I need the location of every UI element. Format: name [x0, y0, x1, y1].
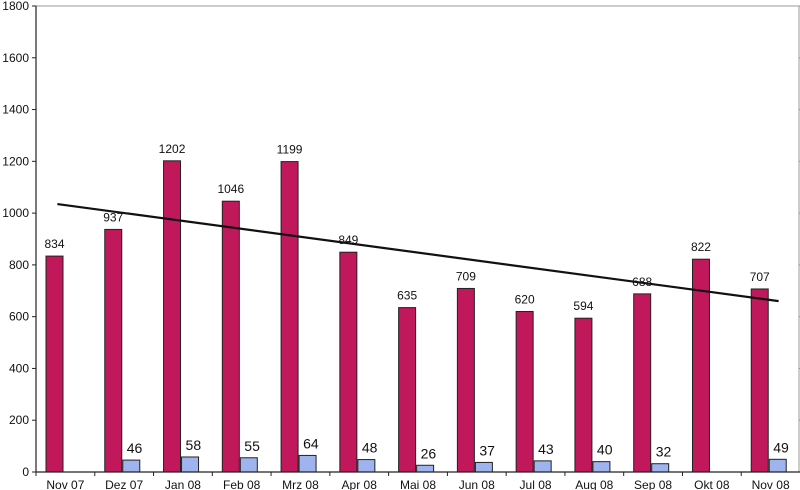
trendline	[57, 202, 779, 303]
bar-series-1	[398, 307, 417, 473]
y-tick-label: 1200	[2, 154, 29, 168]
data-label-series-2: 55	[244, 438, 260, 454]
y-axis: 0 200 400 600 800 1000 1200 1400 1600 1800	[2, 0, 37, 479]
data-label-series-2: 32	[656, 444, 672, 460]
data-label-series-1: 822	[691, 240, 711, 254]
x-tick-label: Jul 08	[520, 478, 552, 490]
trendline-line	[57, 202, 779, 303]
bar-series-1	[280, 161, 299, 473]
bar-series-2	[474, 461, 493, 473]
y-tick-label: 400	[9, 361, 29, 375]
data-label-series-2: 26	[421, 445, 437, 461]
bar-series-1	[750, 288, 769, 473]
x-tick-label: Mai 08	[400, 478, 436, 490]
bar-series-1	[633, 293, 652, 473]
x-tick-label: Jan 08	[165, 478, 201, 490]
x-tick-label: Feb 08	[223, 478, 261, 490]
data-label-series-1: 707	[750, 270, 770, 284]
bar-series-1	[574, 317, 593, 473]
x-tick-label: Dez 07	[105, 478, 143, 490]
bar-series-1	[339, 251, 358, 473]
bar-series-1	[104, 228, 123, 473]
bar-series-2	[122, 459, 141, 473]
bar-series-1	[221, 200, 240, 473]
plot-area	[35, 5, 800, 473]
data-label-series-1: 1046	[217, 182, 244, 196]
y-tick-label: 200	[9, 413, 29, 427]
data-labels: 8349374612025810465511996484948635267093…	[44, 142, 789, 461]
plot-frame	[35, 5, 800, 473]
bar-series-2	[416, 464, 435, 473]
y-tick-label: 1400	[2, 103, 29, 117]
bar-series-2	[533, 460, 552, 473]
bar-series-2	[592, 461, 611, 473]
data-label-series-1: 635	[397, 289, 417, 303]
y-tick-label: 1600	[2, 51, 29, 65]
y-tick-label: 0	[22, 465, 29, 479]
bar-series-2	[651, 463, 670, 473]
data-label-series-1: 594	[573, 299, 593, 313]
data-label-series-1: 620	[515, 292, 535, 306]
bar-series-2	[181, 456, 200, 473]
x-tick-label: Nov 08	[752, 478, 790, 490]
x-tick-label: Aug 08	[575, 478, 613, 490]
x-tick-label: Sep 08	[634, 478, 672, 490]
data-label-series-2: 40	[597, 442, 613, 458]
x-tick-label: Nov 07	[46, 478, 84, 490]
bar-series-2	[239, 457, 258, 473]
data-label-series-2: 43	[538, 441, 554, 457]
data-label-series-2: 49	[773, 439, 789, 455]
data-label-series-1: 1199	[277, 143, 303, 157]
bar-series-1	[515, 310, 534, 473]
bar-series-2	[768, 458, 787, 473]
y-tick-label: 600	[9, 310, 29, 324]
x-tick-label: Jun 08	[459, 478, 495, 490]
data-label-series-2: 64	[303, 435, 319, 451]
data-label-series-2: 48	[362, 440, 378, 456]
data-label-series-1: 834	[44, 237, 64, 251]
x-tick-label: Apr 08	[342, 478, 378, 490]
bar-series-1	[456, 287, 475, 473]
data-label-series-1: 1202	[159, 142, 186, 156]
x-tick-label: Mrz 08	[282, 478, 319, 490]
bar-series-2	[298, 454, 317, 473]
bar-series-1	[45, 255, 64, 473]
data-label-series-2: 46	[127, 440, 143, 456]
x-axis: Nov 07 Dez 07 Jan 08 Feb 08 Mrz 08 Apr 08 Mai …	[35, 471, 800, 490]
y-tick-label: 800	[9, 258, 29, 272]
bar-series-1	[163, 160, 182, 473]
y-tick-label: 1800	[2, 0, 29, 13]
data-label-series-1: 937	[103, 210, 123, 224]
data-label-series-1: 709	[456, 269, 476, 283]
data-label-series-2: 58	[186, 437, 202, 453]
x-tick-label: Okt 08	[694, 478, 730, 490]
data-label-series-2: 37	[479, 442, 495, 458]
y-tick-label: 1000	[2, 206, 29, 220]
bar-series-2	[357, 459, 376, 473]
